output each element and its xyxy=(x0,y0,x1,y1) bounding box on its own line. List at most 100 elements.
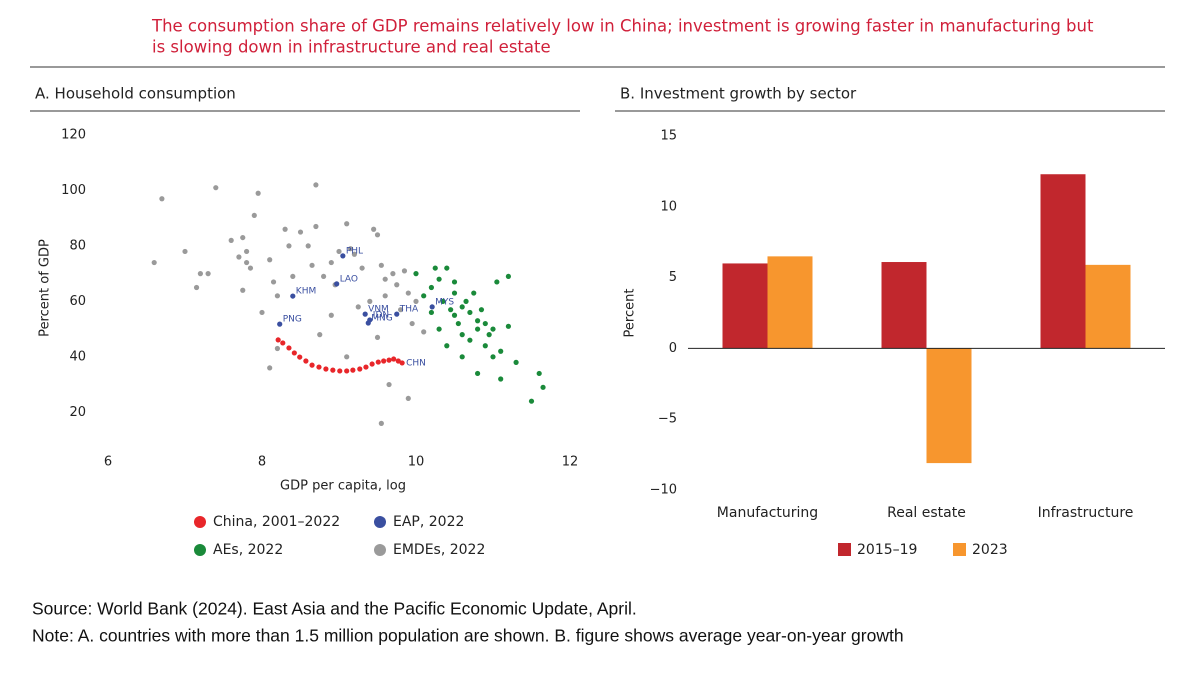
x-tick-label: 12 xyxy=(562,455,579,470)
point xyxy=(413,271,419,277)
bar xyxy=(926,348,972,464)
page-title-line: is slowing down in infrastructure and re… xyxy=(152,38,551,57)
panel-title: B. Investment growth by sector xyxy=(620,85,857,103)
y-tick-label: 100 xyxy=(61,183,86,198)
point xyxy=(247,265,254,271)
point xyxy=(328,312,334,318)
legend-swatch xyxy=(374,516,386,528)
point xyxy=(291,350,297,356)
point xyxy=(267,257,273,263)
point xyxy=(451,279,458,285)
point xyxy=(455,320,461,327)
point xyxy=(355,304,361,310)
point xyxy=(467,309,473,316)
x-tick-label: 10 xyxy=(408,455,425,470)
y-tick-label: 20 xyxy=(69,405,86,420)
point xyxy=(478,307,485,313)
point xyxy=(482,320,488,327)
point-label: LAO xyxy=(340,274,358,284)
point xyxy=(486,332,492,338)
point xyxy=(394,311,400,317)
bar xyxy=(1040,174,1086,349)
point xyxy=(240,287,246,293)
y-tick-label: 120 xyxy=(61,128,86,143)
x-tick-label: 8 xyxy=(258,455,266,470)
point-label: MNG xyxy=(371,313,392,323)
legend-label: EAP, 2022 xyxy=(393,514,464,530)
point xyxy=(305,243,311,249)
y-tick-label: −10 xyxy=(650,483,677,498)
x-tick-label: 6 xyxy=(104,455,112,470)
point xyxy=(536,370,542,377)
legend-swatch xyxy=(194,544,206,556)
point xyxy=(362,311,368,317)
point xyxy=(309,262,315,268)
y-tick-label: 10 xyxy=(660,199,677,214)
point xyxy=(351,251,357,257)
point xyxy=(498,348,504,354)
point xyxy=(290,273,296,280)
point xyxy=(350,367,356,373)
point xyxy=(459,354,465,360)
point xyxy=(337,368,343,374)
point xyxy=(471,290,477,296)
point xyxy=(282,226,288,232)
x-tick-label: Real estate xyxy=(887,505,966,521)
point xyxy=(244,248,250,255)
point xyxy=(365,320,371,326)
point xyxy=(505,323,511,329)
point xyxy=(448,307,454,313)
point xyxy=(421,293,427,299)
point xyxy=(297,354,303,360)
point xyxy=(151,259,157,266)
point xyxy=(280,340,286,346)
point xyxy=(475,326,481,332)
point xyxy=(369,361,375,367)
point xyxy=(451,312,458,318)
point xyxy=(357,366,363,372)
point xyxy=(340,253,346,259)
point xyxy=(413,298,419,304)
legend-label: China, 2001–2022 xyxy=(213,514,340,530)
point xyxy=(374,232,381,238)
point xyxy=(399,360,405,366)
point xyxy=(213,185,219,191)
point xyxy=(375,359,381,365)
point xyxy=(482,343,488,349)
point xyxy=(297,229,304,235)
bar xyxy=(881,262,927,349)
point xyxy=(505,273,511,280)
legend-swatch xyxy=(838,543,851,556)
point xyxy=(475,370,481,377)
point xyxy=(159,196,165,202)
y-tick-label: 15 xyxy=(660,129,677,144)
point xyxy=(467,337,473,343)
point xyxy=(428,309,434,316)
x-tick-label: Infrastructure xyxy=(1038,505,1134,521)
point xyxy=(344,221,350,227)
point xyxy=(498,376,504,382)
point xyxy=(286,243,292,249)
point xyxy=(475,318,481,324)
point xyxy=(334,281,340,287)
point xyxy=(513,359,519,365)
source: Source: World Bank (2024). East Asia and… xyxy=(32,599,637,619)
point xyxy=(277,321,283,327)
point xyxy=(244,259,250,266)
point xyxy=(316,364,322,370)
point xyxy=(274,345,280,352)
y-tick-label: 80 xyxy=(69,238,86,253)
x-axis-label: GDP per capita, log xyxy=(280,479,406,494)
point xyxy=(405,290,411,296)
point xyxy=(267,365,273,371)
point xyxy=(197,271,203,277)
point xyxy=(451,290,458,296)
legend-swatch xyxy=(953,543,966,556)
legend-label: 2015–19 xyxy=(857,542,917,558)
point xyxy=(255,190,261,196)
point xyxy=(344,354,350,360)
legend-swatch xyxy=(374,544,386,556)
point xyxy=(313,223,319,230)
y-axis-label: Percent xyxy=(623,289,638,338)
page-title: The consumption share of GDP remains rel… xyxy=(151,17,1094,36)
